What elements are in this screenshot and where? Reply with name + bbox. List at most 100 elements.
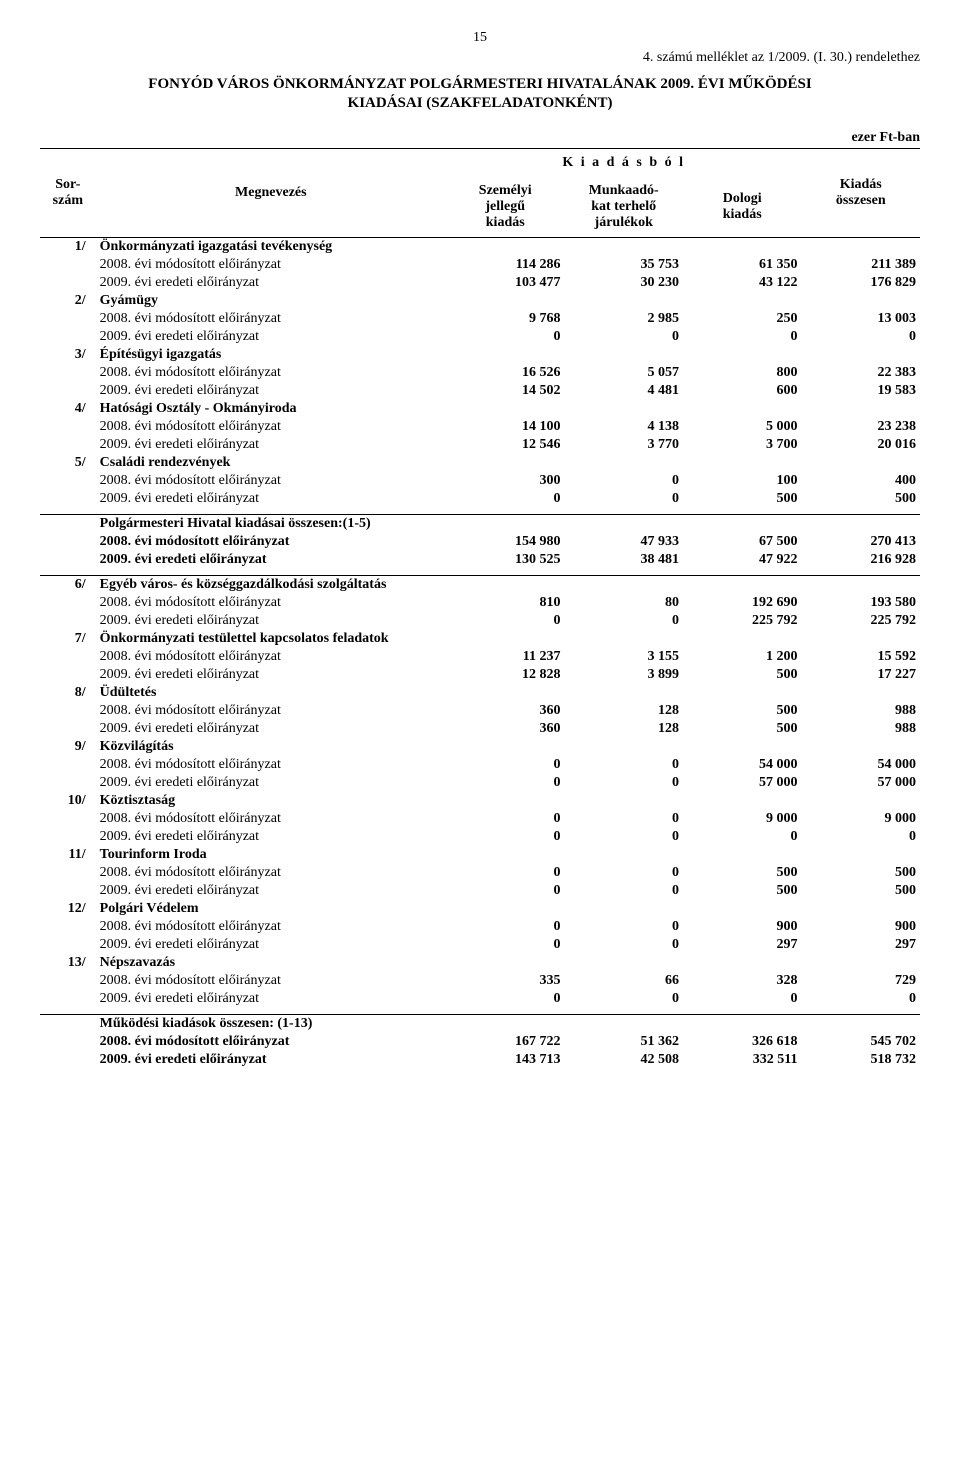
cell: 12 546 (446, 436, 564, 454)
row-label: 2008. évi módosított előirányzat (96, 533, 446, 551)
budget-table: Sor- szám Megnevezés K i a d á s b ó l K… (40, 148, 920, 1069)
row-name: Üdültetés (96, 684, 446, 702)
row-label: 2008. évi módosított előirányzat (96, 972, 446, 990)
row-label: 2009. évi eredeti előirányzat (96, 274, 446, 292)
row-label: 2009. évi eredeti előirányzat (96, 612, 446, 630)
cell: 3 770 (564, 436, 682, 454)
row-sor: 1/ (40, 238, 96, 257)
row-sor: 9/ (40, 738, 96, 756)
cell: 810 (446, 594, 564, 612)
row-label: 2009. évi eredeti előirányzat (96, 774, 446, 792)
row-sor: 3/ (40, 346, 96, 364)
cell: 17 227 (801, 666, 920, 684)
cell: 0 (446, 612, 564, 630)
cell: 518 732 (801, 1051, 920, 1069)
cell: 500 (801, 490, 920, 508)
cell: 0 (564, 774, 682, 792)
row-name: Köztisztaság (96, 792, 446, 810)
row-sor: 4/ (40, 400, 96, 418)
row-label: 2009. évi eredeti előirányzat (96, 936, 446, 954)
row-label: 2009. évi eredeti előirányzat (96, 436, 446, 454)
cell: 3 155 (564, 648, 682, 666)
unit-label: ezer Ft-ban (40, 130, 920, 146)
cell: 0 (564, 472, 682, 490)
row-sor: 5/ (40, 454, 96, 472)
row-label: 2008. évi módosított előirányzat (96, 418, 446, 436)
cell: 5 057 (564, 364, 682, 382)
row-name: Tourinform Iroda (96, 846, 446, 864)
cell: 9 000 (683, 810, 802, 828)
cell: 360 (446, 720, 564, 738)
row-label: 2008. évi módosított előirányzat (96, 364, 446, 382)
cell: 0 (564, 864, 682, 882)
row-sor: 10/ (40, 792, 96, 810)
cell: 103 477 (446, 274, 564, 292)
cell: 2 985 (564, 310, 682, 328)
cell: 0 (446, 918, 564, 936)
row-label: 2009. évi eredeti előirányzat (96, 720, 446, 738)
cell: 500 (801, 882, 920, 900)
cell: 0 (564, 882, 682, 900)
cell: 500 (683, 864, 802, 882)
cell: 500 (683, 720, 802, 738)
row-name: Egyéb város- és községgazdálkodási szolg… (96, 576, 446, 595)
cell: 211 389 (801, 256, 920, 274)
cell: 47 922 (683, 551, 802, 569)
annex-label: 4. számú melléklet az 1/2009. (I. 30.) r… (40, 50, 920, 66)
cell: 20 016 (801, 436, 920, 454)
row-name: Népszavazás (96, 954, 446, 972)
cell: 51 362 (564, 1033, 682, 1051)
cell: 128 (564, 720, 682, 738)
cell: 800 (683, 364, 802, 382)
cell: 0 (446, 774, 564, 792)
row-sor: 12/ (40, 900, 96, 918)
cell: 0 (446, 756, 564, 774)
th-munk: Munkaadó- kat terhelő járulékok (564, 177, 682, 238)
cell: 19 583 (801, 382, 920, 400)
cell: 4 481 (564, 382, 682, 400)
row-name: Önkormányzati testülettel kapcsolatos fe… (96, 630, 446, 648)
page-title: FONYÓD VÁROS ÖNKORMÁNYZAT POLGÁRMESTERI … (40, 76, 920, 93)
cell: 335 (446, 972, 564, 990)
row-label: 2009. évi eredeti előirányzat (96, 382, 446, 400)
cell: 500 (683, 490, 802, 508)
cell: 192 690 (683, 594, 802, 612)
cell: 0 (446, 864, 564, 882)
row-label: 2009. évi eredeti előirányzat (96, 490, 446, 508)
cell: 545 702 (801, 1033, 920, 1051)
row-sor: 6/ (40, 576, 96, 595)
cell: 0 (564, 828, 682, 846)
cell: 22 383 (801, 364, 920, 382)
cell: 326 618 (683, 1033, 802, 1051)
cell: 0 (564, 918, 682, 936)
cell: 0 (446, 990, 564, 1008)
cell: 3 899 (564, 666, 682, 684)
row-label: 2008. évi módosított előirányzat (96, 810, 446, 828)
row-label: 2009. évi eredeti előirányzat (96, 328, 446, 346)
cell: 0 (801, 990, 920, 1008)
cell: 176 829 (801, 274, 920, 292)
row-label: 2008. évi módosított előirányzat (96, 1033, 446, 1051)
cell: 128 (564, 702, 682, 720)
row-label: 2009. évi eredeti előirányzat (96, 551, 446, 569)
cell: 0 (564, 490, 682, 508)
cell: 600 (683, 382, 802, 400)
row-name: Közvilágítás (96, 738, 446, 756)
cell: 38 481 (564, 551, 682, 569)
cell: 14 100 (446, 418, 564, 436)
cell: 988 (801, 720, 920, 738)
cell: 500 (683, 666, 802, 684)
cell: 988 (801, 702, 920, 720)
row-label: 2008. évi módosított előirányzat (96, 648, 446, 666)
cell: 5 000 (683, 418, 802, 436)
row-label: 2008. évi módosított előirányzat (96, 918, 446, 936)
cell: 16 526 (446, 364, 564, 382)
cell: 297 (683, 936, 802, 954)
cell: 0 (564, 756, 682, 774)
cell: 9 768 (446, 310, 564, 328)
row-label: 2008. évi módosított előirányzat (96, 472, 446, 490)
cell: 360 (446, 702, 564, 720)
cell: 0 (801, 328, 920, 346)
cell: 14 502 (446, 382, 564, 400)
row-label: 2008. évi módosított előirányzat (96, 702, 446, 720)
